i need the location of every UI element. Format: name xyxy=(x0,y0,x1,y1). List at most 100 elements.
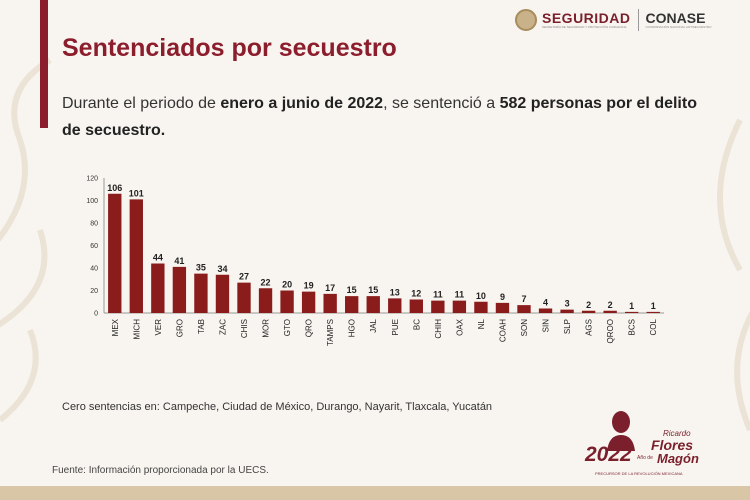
x-tick-label: NL xyxy=(477,318,486,329)
data-label: 15 xyxy=(347,285,357,295)
intro-text-2: , se sentenció a xyxy=(383,95,500,112)
y-tick-label: 60 xyxy=(90,243,98,250)
data-label: 41 xyxy=(174,256,184,266)
bar-col xyxy=(646,311,660,313)
data-label: 12 xyxy=(411,289,421,299)
x-tick-label: GTO xyxy=(283,319,292,336)
bar-gto xyxy=(280,290,294,313)
bar-tamps xyxy=(323,293,337,313)
bar-bcs xyxy=(625,311,639,313)
slide-intro: Durante el periodo de enero a junio de 2… xyxy=(62,90,712,144)
bar-hgo xyxy=(345,296,359,313)
bar-slp xyxy=(560,309,574,313)
intro-period: enero a junio de 2022 xyxy=(220,95,384,112)
x-tick-label: GRO xyxy=(175,319,184,337)
anniversary-year: 2022 xyxy=(585,443,632,466)
seguridad-logo-subtext: SECRETARÍA DE SEGURIDAD Y PROTECCIÓN CIU… xyxy=(542,25,627,29)
bottom-strip xyxy=(0,486,750,500)
bar-sin xyxy=(538,308,553,313)
x-tick-label: SLP xyxy=(563,319,572,334)
bar-zac xyxy=(215,274,230,313)
data-label: 35 xyxy=(196,263,206,273)
conase-logo-subtext: COORDINACIÓN NACIONAL ANTISECUESTRO xyxy=(645,25,712,29)
source-note: Fuente: Información proporcionada por la… xyxy=(52,465,269,476)
anniversary-precursor: PRECURSOR DE LA REVOLUCIÓN MEXICANA xyxy=(595,471,683,476)
x-tick-label: QRO xyxy=(305,319,314,337)
y-tick-label: 80 xyxy=(90,221,98,228)
data-label: 13 xyxy=(390,287,400,297)
data-label: 106 xyxy=(107,183,122,193)
header-logos: SEGURIDAD SECRETARÍA DE SEGURIDAD Y PROT… xyxy=(515,6,711,34)
x-tick-label: OAX xyxy=(455,318,464,336)
x-tick-label: AGS xyxy=(585,319,594,336)
bar-mich xyxy=(129,199,143,313)
bar-chis xyxy=(237,282,251,313)
data-label: 17 xyxy=(325,283,335,293)
data-label: 2 xyxy=(608,300,613,310)
seguridad-logo-text: SEGURIDAD xyxy=(542,10,631,26)
bar-chart: 020406080100120106MEX101MICH44VER41GRO35… xyxy=(86,176,664,346)
data-label: 19 xyxy=(304,281,314,291)
x-tick-label: SON xyxy=(520,319,529,337)
anniversary-logo: 2022 Año de Ricardo Flores Magón PRECURS… xyxy=(585,405,715,485)
anniversary-ano-de: Año de xyxy=(637,455,653,461)
data-label: 3 xyxy=(565,299,570,309)
x-tick-label: MEX xyxy=(111,318,120,336)
x-tick-label: HGO xyxy=(348,319,357,337)
bar-bc xyxy=(409,299,423,313)
bar-chih xyxy=(431,300,445,313)
data-label: 11 xyxy=(455,290,465,300)
bar-coah xyxy=(495,302,510,313)
y-tick-label: 120 xyxy=(86,176,98,183)
logo-divider xyxy=(637,9,639,31)
intro-count: 582 personas por el delito de secuestro. xyxy=(62,95,697,139)
bar-pue xyxy=(388,298,402,313)
x-tick-label: MOR xyxy=(262,319,271,338)
x-tick-label: BCS xyxy=(628,319,637,335)
x-tick-label: SIN xyxy=(542,319,551,333)
data-label: 101 xyxy=(129,188,144,198)
bar-nl xyxy=(474,301,488,313)
data-label: 22 xyxy=(261,277,271,287)
anniversary-name-1: Ricardo xyxy=(663,429,691,438)
x-tick-label: JAL xyxy=(369,318,378,332)
bar-ags xyxy=(581,310,596,313)
x-tick-label: MICH xyxy=(132,319,141,340)
anniversary-name-2: Flores xyxy=(651,437,694,453)
x-tick-label: BC xyxy=(412,319,421,330)
portrait-icon xyxy=(607,411,635,451)
data-label: 4 xyxy=(543,298,548,308)
y-tick-label: 100 xyxy=(86,198,98,205)
anniversary-name-3: Magón xyxy=(657,451,699,466)
data-label: 1 xyxy=(629,301,634,311)
data-label: 1 xyxy=(651,301,656,311)
bar-qroo xyxy=(603,310,617,313)
bar-mex xyxy=(108,193,122,313)
seguridad-logo: SEGURIDAD SECRETARÍA DE SEGURIDAD Y PROT… xyxy=(542,11,631,29)
bar-ver xyxy=(151,263,165,313)
data-label: 27 xyxy=(239,272,249,282)
y-tick-label: 20 xyxy=(90,288,98,295)
y-tick-label: 40 xyxy=(90,266,98,273)
data-label: 10 xyxy=(476,291,486,301)
data-label: 15 xyxy=(368,285,378,295)
bar-son xyxy=(517,305,531,313)
bar-qro xyxy=(301,291,316,313)
conase-logo-text: CONASE xyxy=(645,10,706,26)
x-tick-label: COAH xyxy=(498,319,507,342)
x-tick-label: CHIH xyxy=(434,319,443,339)
data-label: 7 xyxy=(521,294,526,304)
y-tick-label: 0 xyxy=(94,311,98,318)
data-label: 34 xyxy=(217,264,227,274)
x-tick-label: PUE xyxy=(391,319,400,335)
x-tick-label: CHIS xyxy=(240,319,249,338)
x-tick-label: TAMPS xyxy=(326,319,335,346)
bar-jal xyxy=(366,296,380,313)
intro-text-1: Durante el periodo de xyxy=(62,95,221,112)
accent-bar xyxy=(40,0,48,128)
conase-logo: CONASE COORDINACIÓN NACIONAL ANTISECUEST… xyxy=(646,11,712,29)
data-label: 2 xyxy=(586,300,591,310)
seal-icon xyxy=(515,9,537,31)
x-tick-label: VER xyxy=(154,319,163,336)
x-tick-label: ZAC xyxy=(218,319,227,335)
